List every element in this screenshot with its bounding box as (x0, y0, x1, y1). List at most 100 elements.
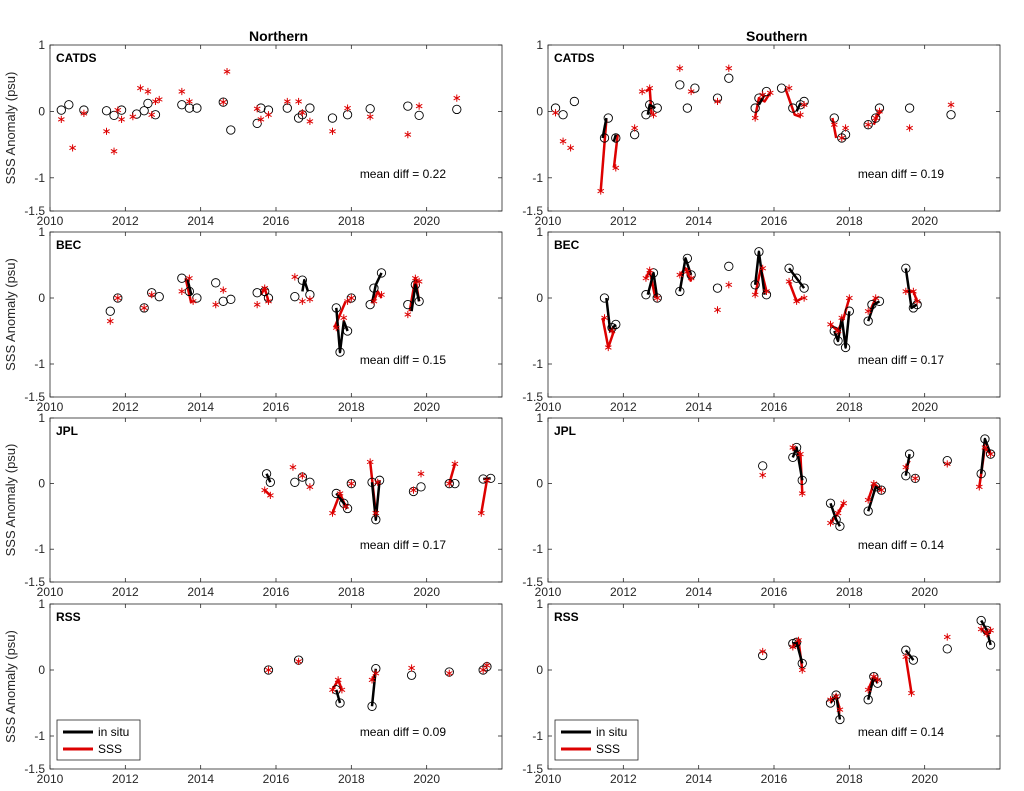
sss-point (417, 470, 425, 478)
insitu-point (218, 97, 228, 107)
sss-point (751, 114, 759, 122)
x-tick-label: 2016 (761, 400, 788, 414)
y-tick-label: -1.5 (24, 204, 45, 218)
insitu-point (101, 106, 112, 116)
insitu-point (105, 306, 115, 316)
insitu-series-line (829, 502, 841, 527)
product-label: RSS (554, 610, 579, 624)
x-tick-label: 2014 (187, 400, 214, 414)
x-tick-label: 2018 (338, 772, 365, 786)
insitu-point (374, 475, 385, 485)
y-tick-label: 0 (536, 104, 543, 118)
y-tick-label: 1 (38, 225, 45, 239)
sss-point (103, 127, 110, 135)
insitu-point (139, 106, 149, 116)
x-tick-label: 2014 (685, 214, 712, 228)
sss-point (347, 294, 355, 302)
sss-point (334, 676, 342, 684)
sss-point (212, 301, 220, 309)
x-tick-label: 2010 (535, 214, 562, 228)
insitu-point (184, 286, 195, 297)
sss-point (185, 274, 193, 282)
y-tick-label: 0 (38, 291, 45, 305)
insitu-series-line (979, 437, 992, 474)
insitu-point (369, 283, 379, 293)
insitu-point (682, 103, 693, 113)
sss-point (911, 474, 919, 482)
insitu-series-line (605, 297, 617, 333)
insitu-point (904, 449, 915, 459)
y-tick-label: -1 (532, 171, 543, 185)
y-tick-label: -1 (34, 357, 45, 371)
insitu-series-line (904, 649, 915, 661)
insitu-point (791, 273, 802, 283)
sss-point (876, 107, 883, 115)
insitu-point (177, 273, 187, 283)
insitu-point (980, 434, 990, 444)
sss-point (902, 287, 910, 295)
panel-southern-bec: 2010 2012 2014 2016 2018 2020 -1.5 -1 0 1 BEC mean … (522, 225, 1001, 414)
x-tick-label: 2018 (338, 400, 365, 414)
mean-diff-annotation: mean diff = 0.17 (858, 353, 945, 367)
sss-point (298, 472, 306, 480)
sss-point (604, 343, 612, 352)
insitu-point (908, 655, 919, 665)
y-tick-label: 1 (38, 597, 45, 611)
sss-point (902, 653, 910, 661)
panel-southern-jpl: 2010 2012 2014 2016 2018 2020 -1.5 -1 0 1 JPL mean … (522, 411, 1001, 599)
insitu-point (192, 103, 202, 113)
sss-point (69, 144, 76, 152)
insitu-point (414, 296, 424, 306)
sss-point (483, 476, 491, 484)
sss-point (870, 673, 878, 681)
x-tick-label: 2016 (263, 772, 290, 786)
sss-point (795, 636, 802, 644)
sss-point (864, 686, 872, 694)
sss-point (838, 134, 846, 142)
legend-sss-label: SSS (98, 742, 122, 756)
legend: in situ SSS (56, 719, 141, 761)
sss-point (796, 450, 804, 458)
sss-point (642, 274, 650, 282)
sss-point (902, 463, 910, 471)
y-tick-label: -1 (532, 357, 543, 371)
x-tick-label: 2014 (187, 772, 214, 786)
sss-point (759, 91, 767, 99)
sss-point (479, 666, 487, 674)
y-tick-label: -1 (34, 171, 45, 185)
y-axis-label: SSS Anomaly (psu) (3, 72, 18, 185)
sss-point (763, 287, 770, 295)
mean-diff-annotation: mean diff = 0.15 (360, 353, 447, 367)
insitu-point (211, 278, 221, 288)
y-axis-label: SSS Anomaly (psu) (3, 630, 18, 743)
insitu-point (863, 316, 873, 326)
insitu-series-line (370, 480, 381, 521)
sss-point (759, 471, 767, 479)
sss-point (118, 115, 125, 123)
insitu-series-line (904, 268, 918, 310)
x-tick-label: 2012 (112, 772, 139, 786)
x-tick-label: 2018 (836, 772, 863, 786)
insitu-series-line (678, 257, 693, 292)
y-tick-label: 1 (536, 597, 543, 611)
insitu-point (985, 640, 996, 650)
axes-box (49, 417, 503, 583)
x-tick-label: 2012 (610, 585, 637, 599)
insitu-point (331, 303, 341, 313)
insitu-point (335, 347, 345, 357)
legend-box (554, 719, 639, 761)
insitu-point (252, 118, 262, 129)
y-tick-label: -1.5 (24, 390, 45, 404)
panel-northern-catds: 2010 2012 2014 2016 2018 2020 -1.5 -1 0 1 SSS Anom… (3, 38, 503, 228)
insitu-point (218, 296, 228, 306)
panel-northern-jpl: 2010 2012 2014 2016 2018 2020 -1.5 -1 0 1 SSS Anom… (3, 411, 503, 599)
x-tick-label: 2010 (37, 400, 64, 414)
insitu-point (788, 452, 798, 463)
insitu-series-line (757, 94, 766, 106)
panel-southern-catds: 2010 2012 2014 2016 2018 2020 -1.5 -1 0 1 CATDS mea… (522, 38, 1001, 228)
insitu-point (712, 283, 723, 293)
insitu-point (910, 473, 920, 484)
sss-point (977, 625, 985, 633)
insitu-point (641, 110, 651, 120)
sss-point (601, 314, 608, 322)
